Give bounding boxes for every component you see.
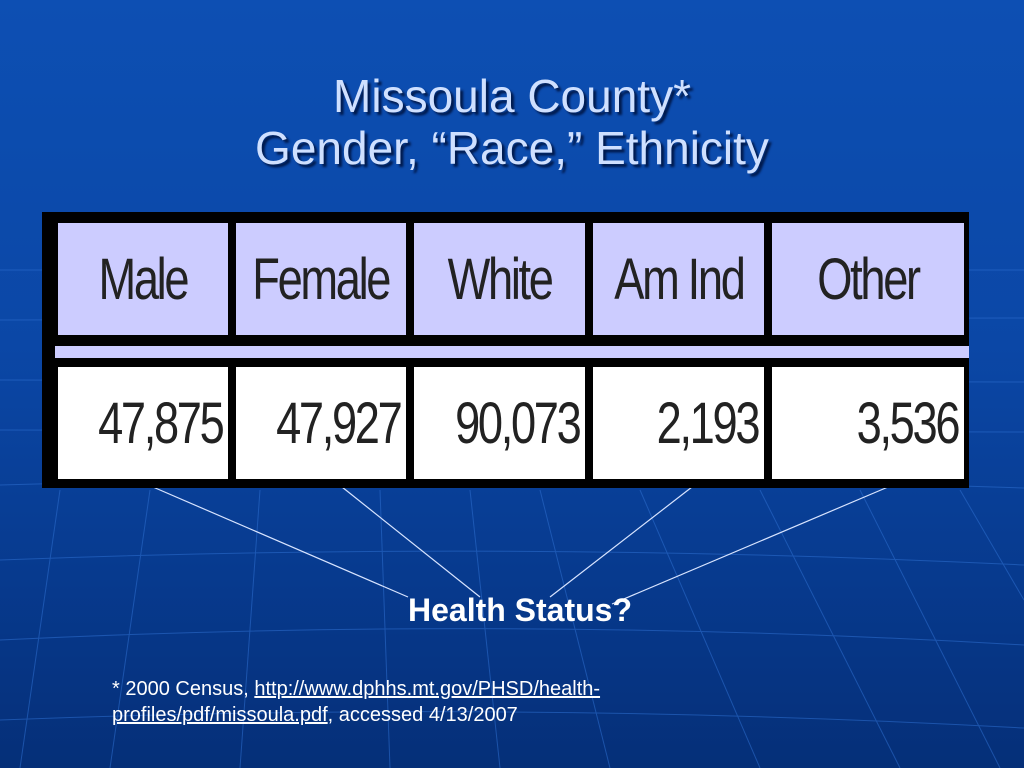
- value-cell-am-ind: 2,193: [590, 364, 767, 482]
- header-cell-other: Other: [769, 220, 967, 338]
- title-line-2: Gender, “Race,” Ethnicity: [255, 122, 769, 174]
- connector-lines: [152, 486, 889, 605]
- demographics-table: Male Female White Am Ind Other 47,875 47…: [42, 212, 969, 488]
- header-cell-female: Female: [233, 220, 409, 338]
- table-value-row: 47,875 47,927 90,073 2,193 3,536: [55, 364, 967, 482]
- value-cell-female: 47,927: [233, 364, 409, 482]
- table-separator: [55, 346, 969, 358]
- footnote: * 2000 Census, http://www.dphhs.mt.gov/P…: [112, 676, 812, 728]
- table-header-row: Male Female White Am Ind Other: [55, 220, 967, 338]
- value-cell-white: 90,073: [411, 364, 588, 482]
- footnote-prefix: * 2000 Census,: [112, 678, 255, 700]
- header-cell-white: White: [411, 220, 588, 338]
- title-line-1: Missoula County*: [333, 70, 691, 122]
- header-cell-male: Male: [55, 220, 231, 338]
- health-status-question: Health Status?: [407, 592, 633, 628]
- footnote-suffix: , accessed 4/13/2007: [327, 704, 518, 726]
- header-cell-am-ind: Am Ind: [590, 220, 767, 338]
- census-link[interactable]: http://www.dphhs.mt.gov/PHSD/health-prof…: [112, 678, 601, 726]
- value-cell-other: 3,536: [769, 364, 967, 482]
- slide-title: Missoula County* Gender, “Race,” Ethnici…: [0, 70, 1024, 174]
- value-cell-male: 47,875: [55, 364, 231, 482]
